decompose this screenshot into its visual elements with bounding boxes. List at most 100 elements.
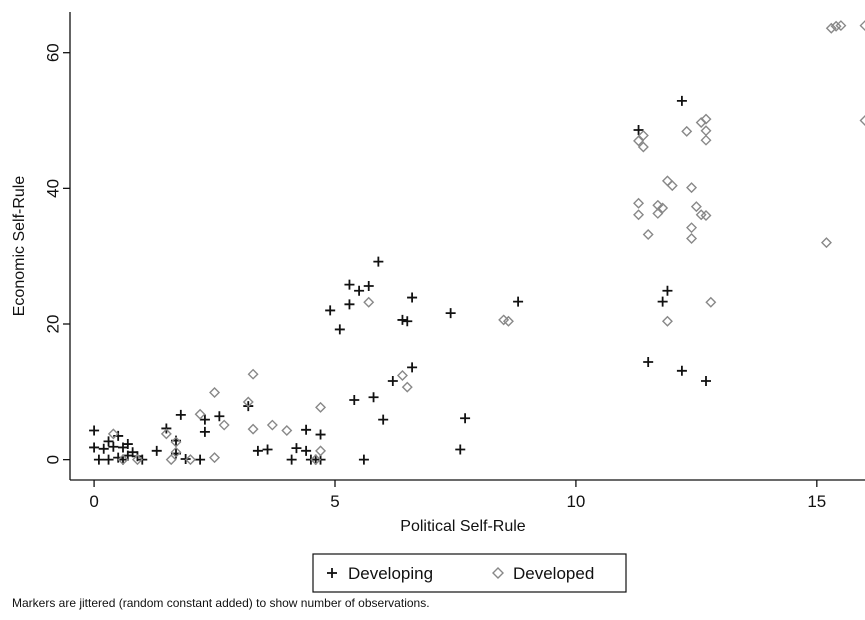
point-developing: [89, 442, 100, 453]
point-developed: [170, 446, 182, 458]
point-developed: [681, 125, 693, 137]
point-developed: [661, 315, 673, 327]
y-axis-title: Economic Self-Rule: [11, 176, 28, 317]
point-developing: [252, 445, 263, 456]
point-developed: [498, 314, 510, 326]
point-developing: [180, 453, 191, 464]
point-developed: [657, 202, 669, 214]
x-tick-label: 10: [566, 492, 585, 511]
point-developing: [151, 445, 162, 456]
legend: Developing Developed: [312, 553, 627, 593]
point-developed: [281, 424, 293, 436]
legend-label-developing: Developing: [348, 564, 433, 583]
point-developing: [354, 285, 365, 296]
point-developed: [218, 419, 230, 431]
y-ticks: 0 20 40 60: [44, 43, 70, 464]
point-developed: [859, 20, 865, 32]
point-developed: [247, 368, 259, 380]
point-developing: [368, 392, 379, 403]
point-developing: [214, 411, 225, 422]
point-developed: [401, 381, 413, 393]
point-developing: [175, 409, 186, 420]
point-developing: [108, 441, 119, 452]
point-developed: [686, 222, 698, 234]
point-developed: [131, 454, 143, 466]
point-developing: [676, 95, 687, 106]
point-developing: [344, 279, 355, 290]
point-developed: [700, 125, 712, 137]
point-developed: [310, 454, 322, 466]
point-developing: [701, 375, 711, 386]
point-developed: [165, 454, 177, 466]
point-developed: [194, 408, 206, 420]
point-developed: [661, 175, 673, 187]
point-developed: [209, 387, 221, 398]
point-developed: [170, 436, 182, 448]
x-tick-label: 15: [807, 492, 826, 511]
series-developed: [107, 20, 865, 466]
point-developing: [643, 356, 654, 367]
legend-marker-developing: [327, 568, 337, 578]
point-developing: [513, 296, 524, 307]
y-tick-label: 20: [44, 315, 63, 334]
chart-note: Markers are jittered (random constant ad…: [12, 596, 430, 610]
point-developed: [820, 237, 832, 249]
point-developing: [291, 443, 302, 454]
point-developing: [373, 256, 384, 267]
point-developed: [830, 20, 842, 32]
point-developed: [835, 20, 847, 32]
point-developed: [637, 129, 649, 141]
point-developing: [93, 454, 104, 465]
point-developed: [315, 401, 327, 413]
legend-box: [312, 553, 627, 593]
point-developing: [387, 375, 398, 386]
axes: [69, 12, 865, 481]
point-developed: [700, 134, 712, 146]
y-tick-label: 60: [44, 43, 63, 62]
point-developed: [502, 315, 514, 327]
point-developed: [209, 452, 221, 464]
legend-label-developed: Developed: [513, 564, 594, 583]
point-developed: [825, 22, 837, 34]
point-developing: [334, 324, 345, 335]
point-developing: [89, 425, 100, 436]
point-developed: [117, 454, 129, 466]
series-developing: [89, 95, 711, 465]
point-developed: [637, 141, 649, 153]
point-developed: [686, 233, 698, 245]
point-developing: [103, 436, 114, 447]
point-developed: [184, 454, 196, 466]
point-developing: [199, 414, 210, 425]
point-developed: [686, 182, 698, 194]
point-developing: [358, 454, 369, 465]
point-developed: [107, 428, 119, 440]
point-developing: [98, 443, 109, 454]
point-developed: [315, 445, 327, 457]
point-developing: [195, 454, 206, 465]
point-developing: [397, 314, 408, 325]
point-developed: [396, 370, 408, 382]
point-developed: [247, 423, 259, 435]
point-developed: [652, 199, 664, 211]
point-developing: [262, 444, 273, 455]
point-developed: [652, 207, 664, 219]
point-developing: [407, 362, 418, 373]
point-developing: [676, 365, 687, 376]
legend-marker-developed: [492, 567, 504, 579]
point-developing: [657, 296, 668, 307]
point-developing: [349, 394, 360, 405]
point-developing: [199, 426, 210, 437]
point-developing: [301, 424, 312, 435]
point-developed: [363, 296, 375, 308]
point-developed: [242, 396, 254, 408]
y-tick-label: 40: [44, 179, 63, 198]
point-developing: [344, 299, 355, 310]
point-developing: [455, 444, 466, 455]
point-developed: [859, 115, 865, 127]
point-developed: [642, 228, 654, 240]
point-developing: [286, 454, 297, 465]
point-developed: [633, 209, 645, 221]
point-developing: [445, 308, 456, 319]
point-developing: [662, 285, 673, 296]
